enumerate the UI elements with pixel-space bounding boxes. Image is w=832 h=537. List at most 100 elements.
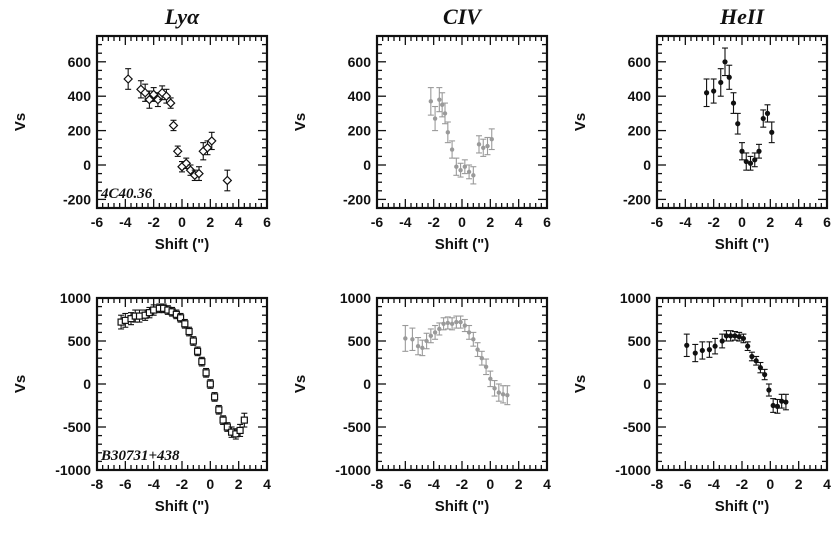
x-tick-label: -8 (651, 476, 664, 492)
y-tick-label: 0 (83, 157, 91, 173)
axis-ticks (96, 35, 268, 209)
y-tick-label: 200 (68, 123, 92, 139)
axis-ticks (656, 297, 828, 471)
y-tick-label: -500 (623, 419, 651, 435)
panel-1: -6 -4 -2 0 2 4 6 -200 0 200 400 600 Shift (") Vs (292, 34, 551, 253)
x-tick-label: -4 (119, 214, 132, 230)
data-point (488, 376, 493, 382)
data-point (471, 337, 476, 342)
data-point (770, 402, 776, 409)
data-point (500, 392, 506, 397)
y-tick-label: 600 (348, 54, 372, 70)
data-point (476, 142, 482, 147)
data-point (458, 167, 463, 173)
data-point (420, 345, 425, 351)
y-axis-label: Vs (12, 113, 29, 131)
y-axis-label: Vs (572, 113, 589, 131)
x-tick-label: 2 (515, 476, 523, 492)
plot-frame (655, 296, 829, 472)
data-point (168, 120, 179, 131)
data-point (783, 399, 789, 405)
data-point (193, 347, 202, 355)
axis-ticks (96, 297, 268, 471)
data-point (210, 393, 219, 401)
data-point (445, 320, 451, 326)
x-tick-label: -6 (119, 476, 132, 492)
y-axis-label: Vs (292, 375, 309, 393)
data-point (153, 94, 163, 105)
data-point (123, 74, 134, 84)
data-point (489, 137, 494, 142)
data-point (415, 343, 421, 349)
data-point (219, 416, 227, 424)
axis-ticks (376, 297, 548, 471)
data-point (165, 98, 176, 108)
y-tick-label: 0 (363, 157, 371, 173)
y-tick-label: 1000 (340, 290, 371, 306)
data-point (441, 321, 446, 326)
data-point (437, 326, 442, 332)
data-point (706, 347, 713, 353)
data-point (766, 387, 772, 393)
data-point (492, 386, 497, 391)
x-axis-label: Shift (") (155, 236, 210, 253)
data-point (745, 343, 751, 349)
panel-0: -6 -4 -2 0 2 4 6 -200 0 200 400 600 Shift (") Vs 4C40.… (12, 34, 271, 253)
data-point (719, 338, 725, 344)
data-point (185, 165, 196, 176)
data-point (432, 116, 438, 121)
panel-2: -6 -4 -2 0 2 4 6 -200 0 200 400 600 Shift (") Vs (572, 34, 831, 253)
data-point (439, 102, 445, 108)
data-point (198, 358, 206, 366)
data-point (206, 136, 217, 146)
x-tick-label: -2 (147, 214, 160, 230)
data-point (181, 320, 189, 328)
data-point (736, 334, 742, 340)
y-tick-label: 200 (348, 123, 372, 139)
y-axis-label: Vs (572, 375, 589, 393)
y-tick-label: 500 (348, 333, 372, 349)
data-point (454, 164, 459, 169)
x-tick-label: -2 (707, 214, 720, 230)
data-point (466, 330, 472, 335)
x-axis-label: Shift (") (155, 498, 210, 515)
x-axis-label: Shift (") (715, 498, 770, 515)
data-point (428, 333, 434, 339)
x-tick-label: -2 (736, 476, 749, 492)
x-tick-label: -4 (147, 476, 160, 492)
data-point (403, 336, 408, 341)
x-tick-label: 4 (263, 476, 271, 492)
data-point (240, 416, 248, 424)
y-tick-label: -200 (343, 191, 371, 207)
data-point (726, 74, 732, 80)
y-tick-label: 0 (83, 376, 91, 392)
panel-3: -8 -6 -4 -2 0 2 4 -1000 -500 0 500 1000 Shift (") Vs B… (12, 290, 271, 515)
x-tick-label: -6 (91, 214, 104, 230)
x-tick-label: 0 (458, 214, 466, 230)
data-point (718, 79, 724, 86)
x-tick-label: -4 (399, 214, 412, 230)
x-tick-label: 2 (206, 214, 214, 230)
data-series (703, 47, 775, 171)
x-tick-label: 2 (795, 476, 803, 492)
x-tick-label: 6 (543, 214, 551, 230)
data-point (437, 97, 442, 102)
x-tick-label: -8 (91, 476, 104, 492)
x-tick-label: -4 (427, 476, 440, 492)
panel-4: -8 -6 -4 -2 0 2 4 -1000 -500 0 500 1000 Shift (") Vs (292, 290, 551, 515)
y-tick-label: -1000 (335, 462, 371, 478)
y-tick-label: 400 (348, 88, 372, 104)
x-tick-label: 0 (178, 214, 186, 230)
data-point (475, 347, 480, 352)
x-tick-label: 4 (235, 214, 243, 230)
x-tick-label: 0 (766, 476, 774, 492)
data-point (684, 342, 690, 348)
data-point (442, 111, 448, 116)
data-point (466, 169, 472, 175)
y-tick-label: -1000 (615, 462, 651, 478)
x-tick-label: 0 (206, 476, 214, 492)
data-point (735, 121, 741, 127)
x-axis-label: Shift (") (715, 236, 770, 253)
x-tick-label: -2 (176, 476, 189, 492)
data-point (410, 337, 415, 342)
